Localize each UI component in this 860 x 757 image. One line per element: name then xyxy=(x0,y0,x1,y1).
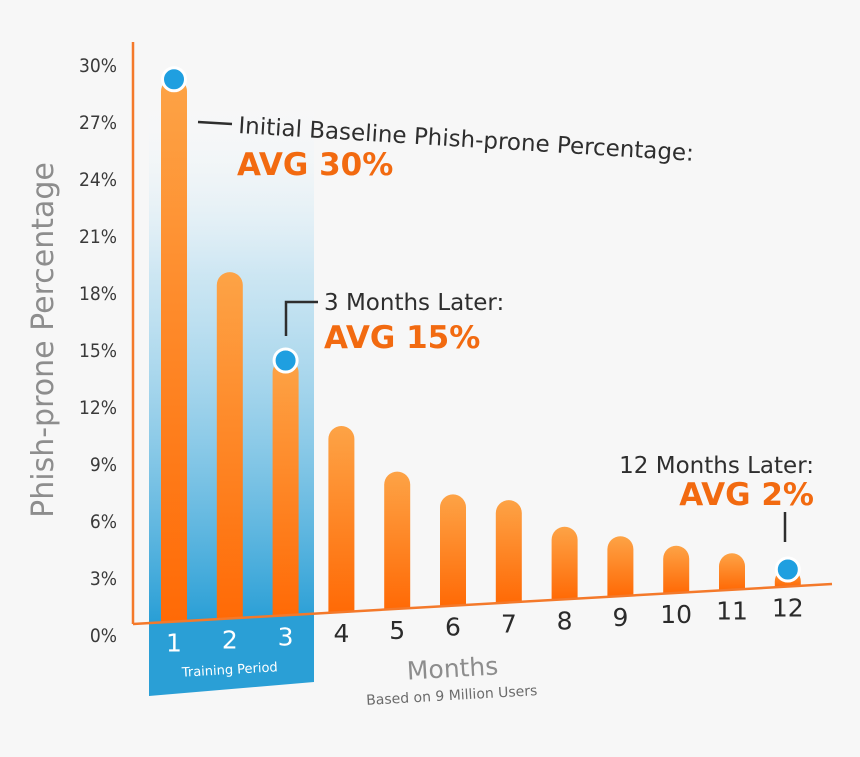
marker-month-3 xyxy=(272,347,299,374)
annotation-1-leader xyxy=(197,120,233,126)
x-tick-label: 10 xyxy=(660,600,692,629)
bar-month-2 xyxy=(216,272,243,619)
bar-month-4 xyxy=(328,426,355,613)
y-tick-label: 18% xyxy=(79,283,117,305)
x-tick-label: 4 xyxy=(333,619,349,648)
bar-month-10 xyxy=(663,545,690,593)
x-axis-sublabel: Based on 9 Million Users xyxy=(366,683,538,709)
y-tick-label: 27% xyxy=(79,112,117,134)
x-tick-label: 5 xyxy=(389,616,405,645)
bar-month-6 xyxy=(440,494,466,606)
training-period-tab xyxy=(149,613,314,696)
x-tick-label: 1 xyxy=(166,629,182,658)
x-axis-line xyxy=(132,582,833,626)
annotation-2-leader xyxy=(284,300,318,336)
bar-month-5 xyxy=(384,471,411,609)
x-tick-label: 8 xyxy=(557,606,573,635)
bar-month-8 xyxy=(551,526,578,600)
x-tick-label: 7 xyxy=(501,609,517,638)
marker-month-12 xyxy=(774,556,801,583)
training-period-label: Training Period xyxy=(180,660,278,681)
annotation-3-text: 12 Months Later: xyxy=(619,453,814,479)
x-axis-label: Months xyxy=(406,651,499,685)
x-tick-label: 6 xyxy=(445,613,461,642)
y-tick-label: 9% xyxy=(90,454,117,476)
x-tick-label: 2 xyxy=(222,625,238,654)
x-tick-label: 3 xyxy=(278,622,294,651)
y-tick-labels: 0% 3% 6% 9% 12% 15% 18% 21% 24% 27% 30% xyxy=(79,55,117,647)
bar-month-9 xyxy=(607,536,634,597)
annotation-1-value: AVG 30% xyxy=(237,147,393,183)
bars-layer xyxy=(161,78,801,622)
x-tick-label: 12 xyxy=(772,594,804,623)
bar-month-1 xyxy=(161,78,187,622)
x-tick-labels: 1 2 3 4 5 6 7 8 9 10 11 12 xyxy=(166,594,804,658)
highlight-markers xyxy=(161,66,801,583)
y-tick-label: 24% xyxy=(79,169,117,191)
y-axis-label: Phish-prone Percentage xyxy=(26,162,61,518)
y-tick-label: 6% xyxy=(90,511,117,533)
y-tick-label: 0% xyxy=(90,625,117,647)
y-tick-label: 30% xyxy=(79,55,117,77)
y-tick-label: 3% xyxy=(90,568,117,590)
annotation-3-value: AVG 2% xyxy=(679,477,814,513)
annotation-2-text: 3 Months Later: xyxy=(324,290,504,316)
marker-month-1 xyxy=(161,66,187,93)
annotation-2-value: AVG 15% xyxy=(324,320,480,356)
y-tick-label: 12% xyxy=(79,397,117,419)
x-tick-label: 9 xyxy=(612,603,628,632)
bar-month-7 xyxy=(495,500,522,603)
y-tick-label: 21% xyxy=(79,226,117,248)
bar-month-11 xyxy=(719,553,745,590)
x-tick-label: 11 xyxy=(716,597,748,626)
y-tick-label: 15% xyxy=(79,340,117,362)
bar-month-3 xyxy=(272,359,299,616)
